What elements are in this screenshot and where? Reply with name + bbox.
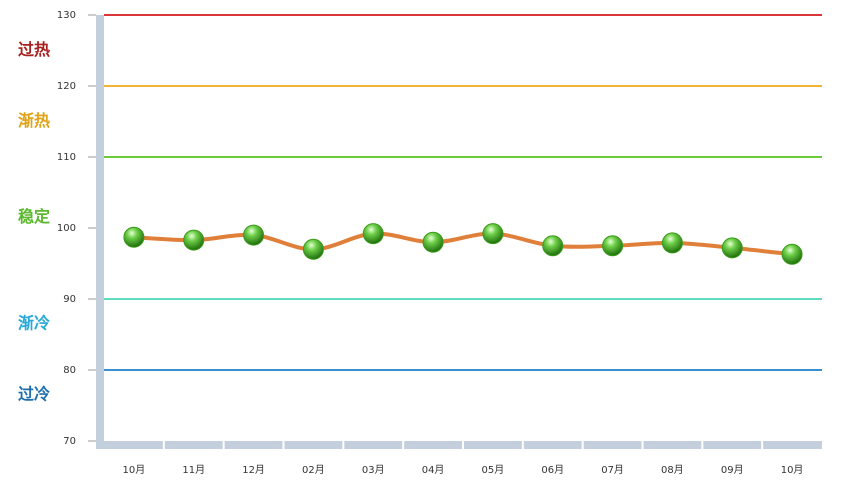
zone-label: 稳定	[18, 207, 50, 226]
data-line	[131, 231, 795, 257]
zone-label: 过热	[18, 40, 50, 59]
y-tick-label: 110	[57, 152, 76, 163]
y-tick-label: 90	[63, 294, 76, 305]
y-tick-label: 70	[63, 436, 76, 447]
data-point	[362, 223, 384, 245]
data-point	[183, 229, 205, 251]
x-tick-label: 02月	[302, 464, 325, 476]
x-tick-label: 04月	[422, 464, 445, 476]
data-point	[602, 235, 624, 257]
data-point	[482, 223, 504, 245]
x-tick-label: 06月	[541, 464, 564, 476]
x-tick-label: 10月	[781, 464, 804, 476]
data-point	[123, 226, 145, 248]
zone-label: 渐冷	[18, 313, 50, 332]
data-point	[542, 235, 564, 257]
zone-label: 过冷	[18, 384, 50, 403]
x-tick-label: 12月	[242, 464, 265, 476]
x-tick-label: 05月	[482, 464, 505, 476]
x-tick-label: 10月	[123, 464, 146, 476]
data-point	[661, 232, 683, 254]
y-axis-band	[96, 15, 104, 449]
x-tick-label: 07月	[601, 464, 624, 476]
data-point	[243, 224, 265, 246]
y-tick-label: 80	[63, 365, 76, 376]
x-tick-label: 09月	[721, 464, 744, 476]
x-tick-label: 08月	[661, 464, 684, 476]
y-tick-label: 100	[57, 223, 76, 234]
y-tick-label: 120	[57, 81, 76, 92]
data-point	[302, 238, 324, 260]
x-tick-label: 03月	[362, 464, 385, 476]
data-point	[422, 231, 444, 253]
x-tick-label: 11月	[182, 464, 205, 476]
data-point	[721, 237, 743, 259]
y-tick-label: 130	[57, 10, 76, 21]
data-point	[781, 243, 803, 265]
zone-label: 渐热	[18, 111, 50, 130]
